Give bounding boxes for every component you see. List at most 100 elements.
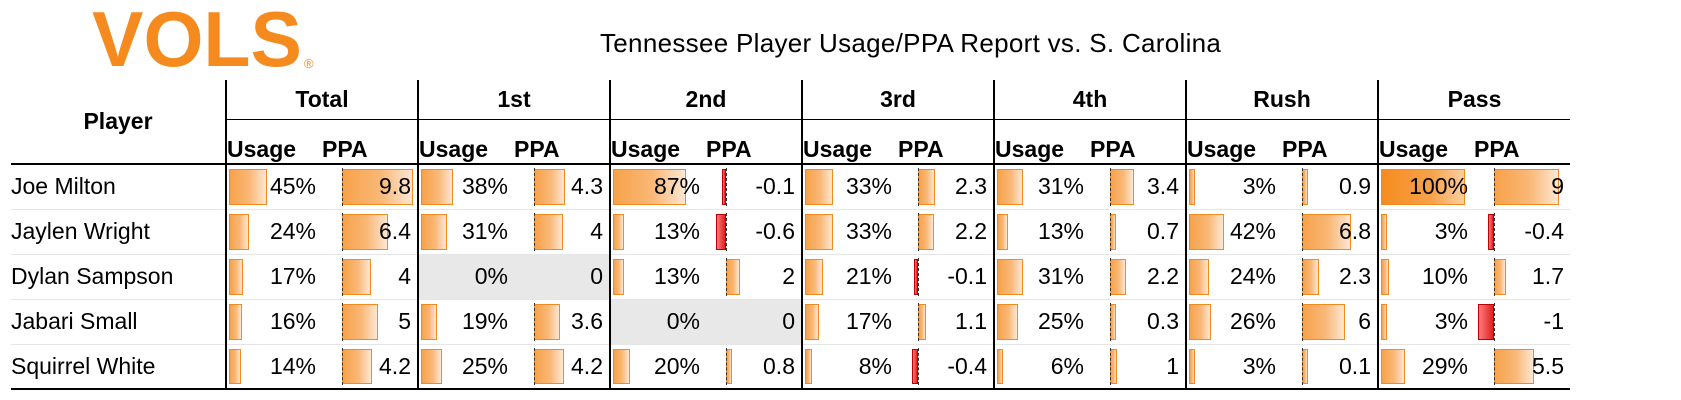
usage-bar — [229, 213, 249, 250]
ppa-cell: 6.8 — [1282, 209, 1378, 255]
usage-value: 0% — [474, 263, 508, 289]
usage-cell: 20% — [609, 344, 706, 390]
table-row: Jabari Small 16% 5 19% 3.6 0% 0 17% 1.1 25% 0.3 26%… — [11, 299, 1570, 345]
usage-cell: 31% — [993, 254, 1090, 300]
ppa-cell: 2.2 — [898, 209, 994, 255]
usage-bar — [997, 169, 1023, 205]
usage-value: 31% — [1037, 173, 1084, 200]
ppa-cell: 9.8 — [322, 164, 418, 210]
player-name: Squirrel White — [11, 344, 226, 390]
usage-bar — [997, 303, 1018, 340]
player-column-header: Player — [11, 80, 226, 165]
ppa-value: 3.4 — [1147, 173, 1179, 200]
ppa-value: 4 — [590, 218, 603, 244]
player-name: Dylan Sampson — [11, 254, 226, 300]
ppa-zero-axis — [1302, 168, 1303, 206]
usage-bar — [805, 303, 819, 340]
ppa-value: 4 — [398, 263, 411, 289]
ppa-cell: 1 — [1090, 344, 1186, 390]
ppa-bar — [342, 258, 371, 295]
usage-value: 17% — [269, 263, 316, 289]
usage-value: 14% — [269, 352, 316, 379]
usage-cell: 3% — [1377, 299, 1474, 345]
ppa-cell: 3.6 — [514, 299, 610, 345]
usage-cell: 0% — [609, 299, 706, 345]
usage-cell: 24% — [1185, 254, 1282, 300]
ppa-cell: 1.7 — [1474, 254, 1570, 300]
table-row: Jaylen Wright 24% 6.4 31% 4 13% -0.6 33% 2.2 13% 0… — [11, 209, 1570, 255]
usage-value: 29% — [1421, 352, 1468, 379]
ppa-value: 2.3 — [1339, 263, 1371, 289]
usage-bar — [1381, 169, 1465, 205]
usage-value: 13% — [1037, 218, 1084, 244]
ppa-zero-axis — [342, 212, 343, 251]
usage-bar — [805, 213, 833, 250]
ppa-negative-bar — [716, 213, 726, 250]
group-header-pass: Pass — [1377, 80, 1570, 120]
ppa-cell: 2.2 — [1090, 254, 1186, 300]
ppa-bar — [1302, 303, 1345, 340]
usage-value: 3% — [1242, 173, 1276, 200]
ppa-negative-bar — [912, 348, 918, 384]
ppa-bar — [534, 303, 560, 340]
usage-cell: 13% — [993, 209, 1090, 255]
usage-cell: 3% — [1377, 209, 1474, 255]
usage-cell: 42% — [1185, 209, 1282, 255]
ppa-zero-axis — [726, 212, 727, 251]
usage-bar — [421, 348, 442, 384]
ppa-value: -0.4 — [947, 352, 987, 379]
ppa-zero-axis — [918, 168, 919, 206]
ppa-cell: 0.9 — [1282, 164, 1378, 210]
usage-bar — [229, 303, 242, 340]
ppa-header: PPA — [898, 119, 994, 165]
ppa-cell: 6 — [1282, 299, 1378, 345]
ppa-value: 0.3 — [1147, 308, 1179, 334]
ppa-zero-axis — [918, 347, 919, 385]
report-title: Tennessee Player Usage/PPA Report vs. S.… — [600, 28, 1222, 58]
ppa-bar — [534, 169, 565, 205]
ppa-value: 0.9 — [1339, 173, 1371, 200]
ppa-header: PPA — [1474, 119, 1570, 165]
ppa-cell: 2 — [706, 254, 802, 300]
usage-cell: 25% — [993, 299, 1090, 345]
ppa-value: 0 — [590, 263, 603, 289]
usage-value: 31% — [461, 218, 508, 244]
ppa-zero-axis — [534, 168, 535, 206]
ppa-bar — [918, 213, 934, 250]
ppa-cell: 0.8 — [706, 344, 802, 390]
usage-value: 42% — [1229, 218, 1276, 244]
usage-cell: 31% — [993, 164, 1090, 210]
usage-bar — [997, 258, 1023, 295]
registered-mark: ® — [304, 56, 314, 71]
ppa-value: 6.8 — [1339, 218, 1371, 244]
ppa-value: -0.1 — [755, 173, 795, 200]
ppa-zero-axis — [1302, 302, 1303, 341]
ppa-cell: 4 — [322, 254, 418, 300]
ppa-cell: 3.4 — [1090, 164, 1186, 210]
group-header-2nd: 2nd — [609, 80, 802, 120]
ppa-value: 5.5 — [1532, 352, 1564, 379]
usage-header: Usage — [993, 119, 1090, 165]
usage-bar — [1189, 348, 1195, 384]
ppa-value: 2.2 — [955, 218, 987, 244]
ppa-header: PPA — [1282, 119, 1378, 165]
ppa-zero-axis — [726, 168, 727, 206]
ppa-negative-bar — [1478, 303, 1494, 340]
ppa-zero-axis — [1494, 257, 1495, 296]
ppa-value: 1.7 — [1532, 263, 1564, 289]
usage-header: Usage — [1377, 119, 1474, 165]
ppa-zero-axis — [1494, 168, 1495, 206]
sub-header-row: Usage PPA Usage PPA Usage PPA Usage PPA Usage PPA… — [11, 119, 1570, 165]
usage-value: 3% — [1434, 308, 1468, 334]
usage-cell: 25% — [417, 344, 514, 390]
usage-header: Usage — [1185, 119, 1282, 165]
ppa-cell: 6.4 — [322, 209, 418, 255]
usage-value: 100% — [1409, 173, 1468, 200]
usage-value: 24% — [1229, 263, 1276, 289]
ppa-negative-bar — [1488, 213, 1494, 250]
ppa-cell: 0 — [514, 254, 610, 300]
usage-value: 8% — [858, 352, 892, 379]
ppa-zero-axis — [342, 347, 343, 385]
usage-value: 33% — [845, 173, 892, 200]
ppa-bar — [1110, 348, 1117, 384]
